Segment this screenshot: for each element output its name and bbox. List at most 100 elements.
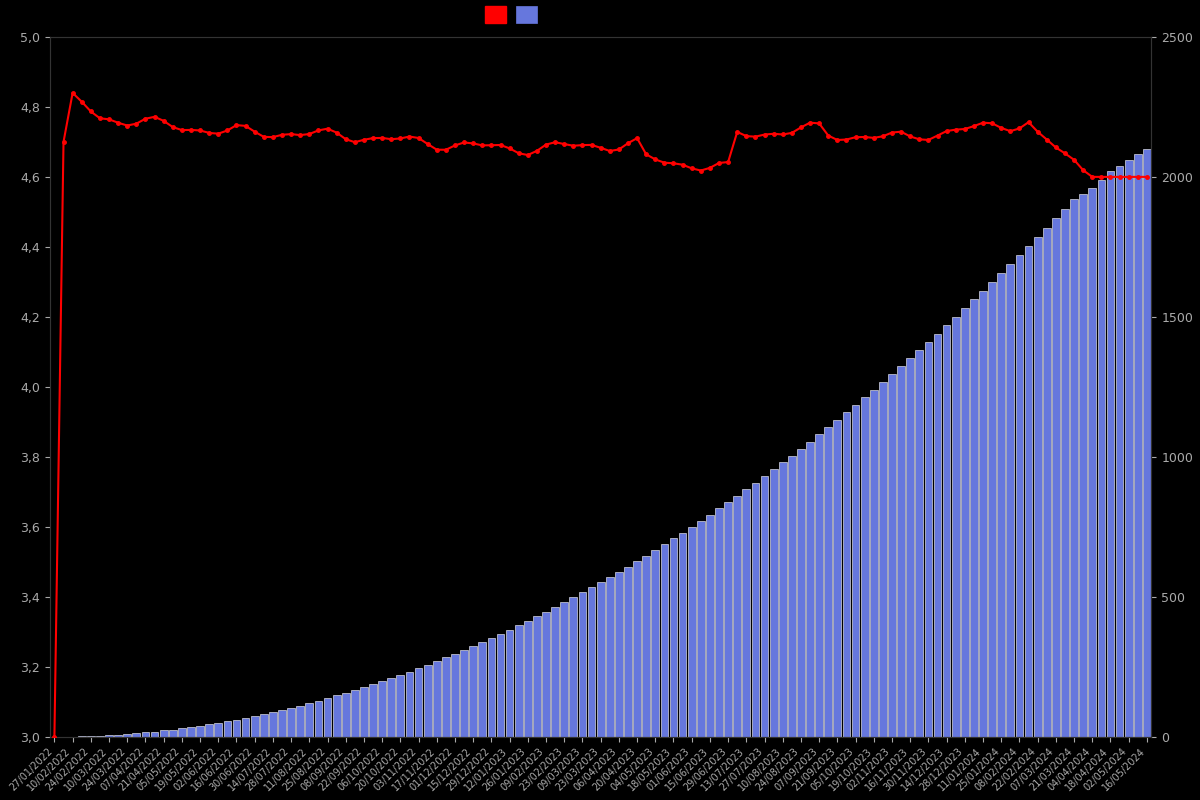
Bar: [187, 727, 194, 737]
Bar: [560, 602, 568, 737]
Bar: [1124, 160, 1133, 737]
Bar: [733, 496, 742, 737]
Bar: [378, 681, 386, 737]
Bar: [114, 734, 122, 737]
Bar: [551, 607, 559, 737]
Bar: [979, 290, 986, 737]
Bar: [961, 308, 968, 737]
Bar: [769, 470, 778, 737]
Bar: [588, 587, 595, 737]
Bar: [1134, 154, 1141, 737]
Bar: [396, 674, 404, 737]
Bar: [997, 273, 1006, 737]
Bar: [578, 593, 587, 737]
Bar: [1079, 194, 1087, 737]
Bar: [906, 358, 914, 737]
Bar: [505, 630, 514, 737]
Bar: [1007, 264, 1014, 737]
Bar: [215, 723, 222, 737]
Bar: [624, 566, 632, 737]
Bar: [888, 374, 896, 737]
Bar: [860, 398, 869, 737]
Bar: [570, 598, 577, 737]
Bar: [360, 687, 368, 737]
Bar: [205, 724, 214, 737]
Bar: [606, 578, 613, 737]
Bar: [761, 476, 768, 737]
Bar: [806, 442, 814, 737]
Bar: [743, 489, 750, 737]
Bar: [178, 728, 186, 737]
Bar: [688, 526, 696, 737]
Bar: [314, 701, 323, 737]
Bar: [852, 405, 859, 737]
Bar: [451, 654, 458, 737]
Bar: [779, 462, 787, 737]
Bar: [461, 650, 468, 737]
Bar: [824, 427, 832, 737]
Bar: [1033, 237, 1042, 737]
Bar: [124, 734, 131, 737]
Bar: [706, 514, 714, 737]
Bar: [151, 731, 158, 737]
Bar: [934, 334, 941, 737]
Bar: [533, 616, 541, 737]
Bar: [287, 708, 295, 737]
Bar: [324, 698, 331, 737]
Bar: [596, 582, 605, 737]
Bar: [251, 716, 258, 737]
Bar: [797, 449, 805, 737]
Bar: [924, 342, 932, 737]
Bar: [269, 712, 277, 737]
Bar: [751, 482, 760, 737]
Bar: [132, 734, 140, 737]
Bar: [697, 521, 704, 737]
Bar: [1116, 166, 1123, 737]
Bar: [1144, 149, 1151, 737]
Bar: [815, 434, 823, 737]
Bar: [106, 735, 113, 737]
Bar: [241, 718, 250, 737]
Bar: [388, 678, 395, 737]
Bar: [260, 714, 268, 737]
Bar: [424, 665, 432, 737]
Bar: [96, 736, 104, 737]
Bar: [1098, 180, 1105, 737]
Bar: [278, 710, 286, 737]
Bar: [197, 726, 204, 737]
Bar: [679, 533, 686, 737]
Bar: [479, 642, 486, 737]
Bar: [296, 706, 304, 737]
Bar: [870, 390, 877, 737]
Bar: [406, 672, 413, 737]
Bar: [342, 693, 349, 737]
Bar: [642, 556, 650, 737]
Bar: [524, 621, 532, 737]
Bar: [487, 638, 496, 737]
Bar: [1106, 171, 1115, 737]
Bar: [898, 366, 905, 737]
Bar: [660, 544, 668, 737]
Bar: [989, 282, 996, 737]
Bar: [306, 703, 313, 737]
Bar: [715, 508, 722, 737]
Bar: [169, 730, 176, 737]
Bar: [1025, 246, 1032, 737]
Bar: [970, 299, 978, 737]
Bar: [614, 572, 623, 737]
Bar: [880, 382, 887, 737]
Bar: [542, 612, 550, 737]
Bar: [469, 646, 478, 737]
Bar: [370, 684, 377, 737]
Bar: [670, 538, 677, 737]
Bar: [223, 721, 232, 737]
Bar: [1088, 188, 1096, 737]
Bar: [634, 561, 641, 737]
Bar: [433, 661, 440, 737]
Bar: [943, 326, 950, 737]
Bar: [160, 730, 168, 737]
Bar: [350, 690, 359, 737]
Bar: [652, 550, 659, 737]
Bar: [1061, 209, 1069, 737]
Bar: [415, 668, 422, 737]
